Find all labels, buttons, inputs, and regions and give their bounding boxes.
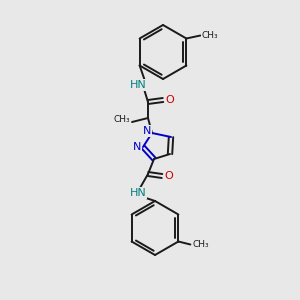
Text: N: N — [143, 126, 151, 136]
Text: O: O — [165, 171, 173, 181]
Text: CH₃: CH₃ — [114, 116, 130, 124]
Text: CH₃: CH₃ — [192, 240, 209, 249]
Text: CH₃: CH₃ — [201, 31, 218, 40]
Text: HN: HN — [130, 188, 146, 198]
Text: N: N — [133, 142, 141, 152]
Text: O: O — [166, 95, 174, 105]
Text: HN: HN — [130, 80, 146, 90]
